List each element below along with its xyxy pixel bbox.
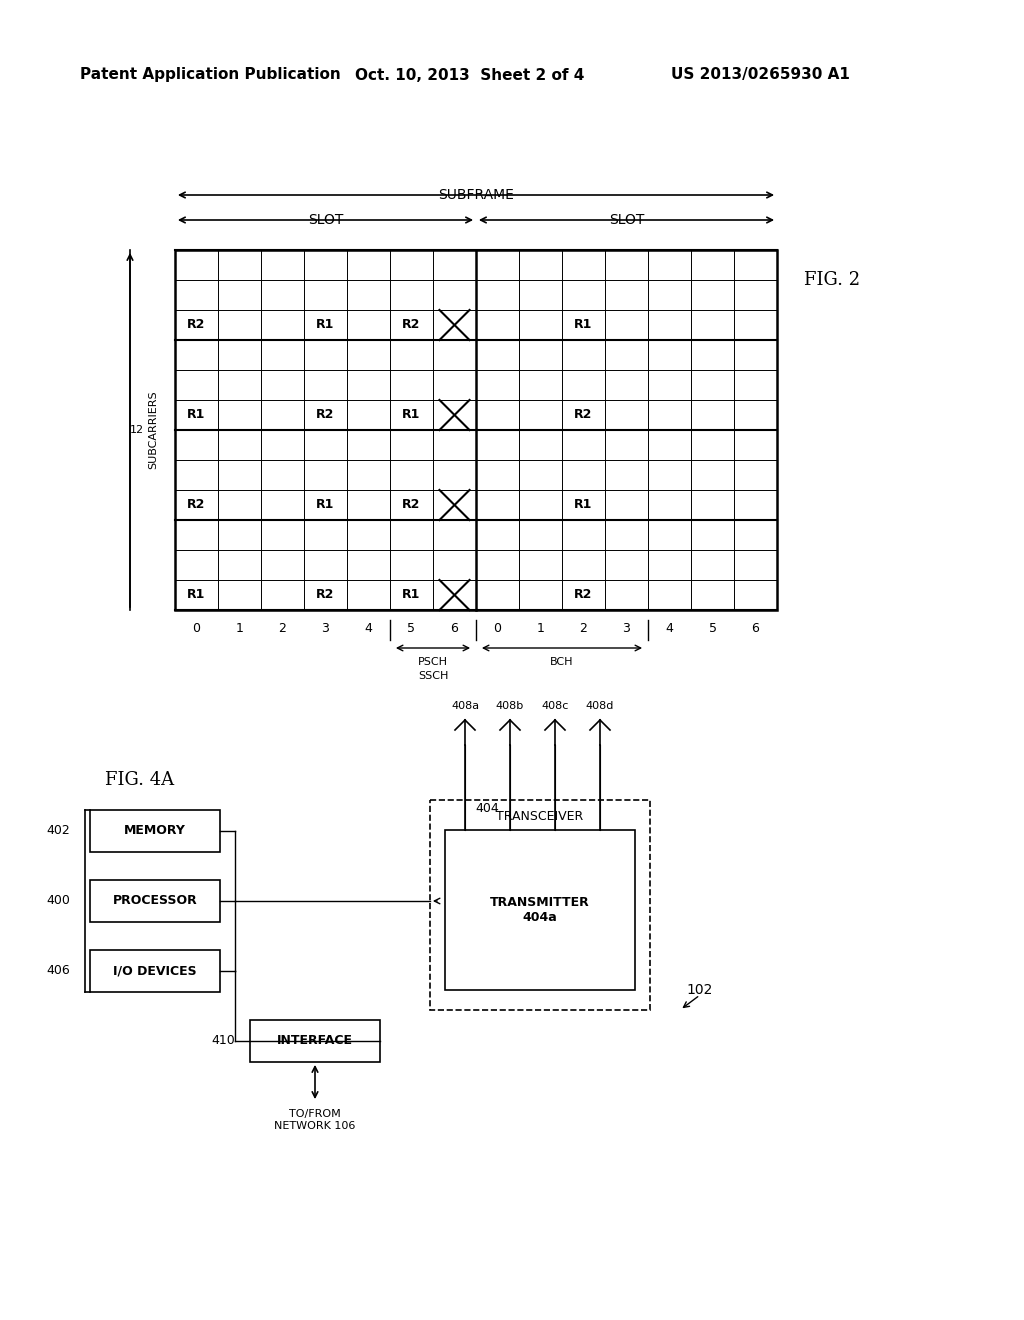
Text: MEMORY: MEMORY [124, 825, 186, 837]
Text: TRANSCEIVER: TRANSCEIVER [497, 809, 584, 822]
Text: R1: R1 [316, 318, 335, 331]
Text: TRANSMITTER
404a: TRANSMITTER 404a [490, 896, 590, 924]
Text: SLOT: SLOT [308, 213, 343, 227]
Text: 0: 0 [193, 622, 201, 635]
Text: I/O DEVICES: I/O DEVICES [114, 965, 197, 978]
Text: INTERFACE: INTERFACE [278, 1035, 353, 1048]
Text: R1: R1 [574, 318, 593, 331]
Bar [175, 249, 777, 610]
Text: 3: 3 [322, 622, 330, 635]
Bar [445, 830, 635, 990]
Text: R1: R1 [187, 589, 206, 602]
Text: US 2013/0265930 A1: US 2013/0265930 A1 [671, 67, 850, 82]
Text: TO/FROM
NETWORK 106: TO/FROM NETWORK 106 [274, 1109, 355, 1131]
Text: 6: 6 [451, 622, 459, 635]
Text: R2: R2 [187, 318, 206, 331]
Text: 408c: 408c [542, 701, 568, 711]
Text: 12: 12 [130, 425, 144, 436]
Text: SUBCARRIERS: SUBCARRIERS [148, 391, 158, 470]
Text: 404: 404 [475, 801, 499, 814]
Text: FIG. 4A: FIG. 4A [105, 771, 174, 789]
Bar [90, 950, 220, 993]
Text: R2: R2 [574, 589, 593, 602]
Text: 400: 400 [46, 895, 70, 908]
Text: 102: 102 [687, 983, 713, 997]
Text: 5: 5 [408, 622, 416, 635]
Text: 408d: 408d [586, 701, 614, 711]
Text: R1: R1 [402, 408, 421, 421]
Text: R2: R2 [316, 408, 335, 421]
Text: 4: 4 [666, 622, 674, 635]
Text: 410: 410 [211, 1035, 234, 1048]
Bar [90, 880, 220, 921]
Text: SUBFRAME: SUBFRAME [438, 187, 514, 202]
Text: 406: 406 [46, 965, 70, 978]
Text: Oct. 10, 2013  Sheet 2 of 4: Oct. 10, 2013 Sheet 2 of 4 [355, 67, 585, 82]
Text: 2: 2 [279, 622, 287, 635]
Text: BCH: BCH [550, 657, 573, 667]
Text: 3: 3 [623, 622, 631, 635]
Text: 1: 1 [236, 622, 244, 635]
Text: 1: 1 [537, 622, 545, 635]
Text: 402: 402 [46, 825, 70, 837]
Bar [90, 810, 220, 851]
Bar [250, 1020, 380, 1063]
Text: R1: R1 [402, 589, 421, 602]
Text: SLOT: SLOT [609, 213, 644, 227]
Text: 408a: 408a [451, 701, 479, 711]
Text: 0: 0 [494, 622, 502, 635]
Text: PROCESSOR: PROCESSOR [113, 895, 198, 908]
Text: R2: R2 [402, 499, 421, 511]
Text: 4: 4 [365, 622, 373, 635]
Text: PSCH: PSCH [418, 657, 449, 667]
Text: R1: R1 [574, 499, 593, 511]
Text: R2: R2 [574, 408, 593, 421]
Text: R2: R2 [402, 318, 421, 331]
Text: 2: 2 [580, 622, 588, 635]
Text: 408b: 408b [496, 701, 524, 711]
Text: R1: R1 [316, 499, 335, 511]
Text: 6: 6 [752, 622, 760, 635]
Text: FIG. 2: FIG. 2 [804, 271, 860, 289]
Text: Patent Application Publication: Patent Application Publication [80, 67, 340, 82]
Text: R1: R1 [187, 408, 206, 421]
Text: 5: 5 [709, 622, 717, 635]
Text: R2: R2 [316, 589, 335, 602]
Bar [430, 800, 650, 1010]
Text: SSCH: SSCH [418, 671, 449, 681]
Text: R2: R2 [187, 499, 206, 511]
